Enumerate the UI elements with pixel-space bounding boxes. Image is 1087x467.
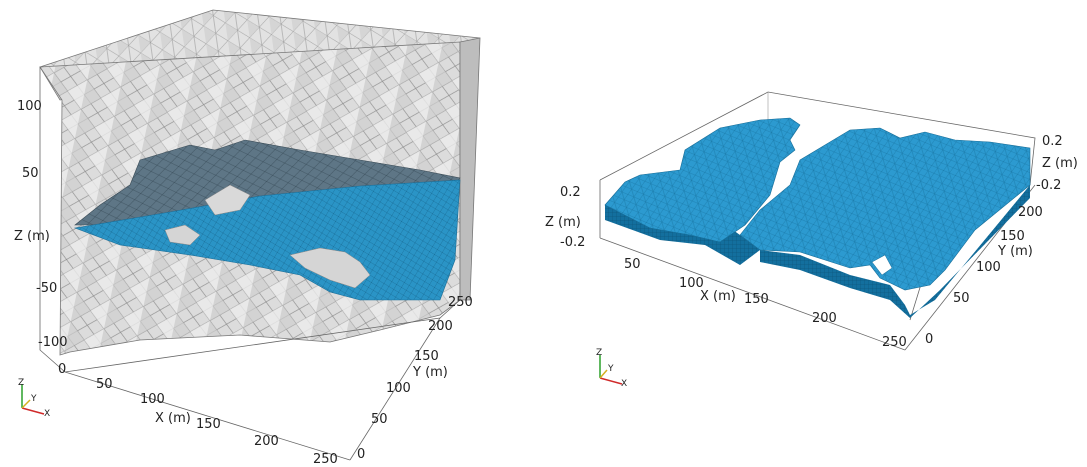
right-y-label: Y (m) [997, 244, 1033, 259]
right-zl-tick-0.2: 0.2 [560, 185, 581, 200]
right-x-tick-100: 100 [679, 276, 704, 291]
left-z-label: Z (m) [14, 229, 50, 244]
right-zr-tick-neg0.2: -0.2 [1036, 178, 1061, 193]
triad-y-label: Y [30, 394, 37, 404]
left-x-axis: 0 50 100 X (m) 150 200 250 [58, 362, 338, 467]
left-mesh-view [39, 9, 481, 461]
triad-x-label: X [44, 409, 50, 419]
left-y-tick-200: 200 [428, 319, 453, 334]
mesh-hole-3 [204, 184, 251, 216]
right-y-tick-200: 200 [1018, 205, 1043, 220]
triad-x-axis [21, 407, 45, 415]
left-y-axis: 0 50 100 Y (m) 150 200 250 [357, 295, 473, 462]
left-y-tick-100: 100 [386, 381, 411, 396]
mesh-holes [289, 247, 371, 289]
left-z-tick-50: 50 [22, 166, 39, 181]
left-y-tick-0: 0 [357, 447, 365, 462]
right-x-tick-150: 150 [744, 292, 769, 307]
triad-y-axis [21, 399, 31, 409]
mesh-hole-2 [164, 224, 201, 246]
right-x-tick-200: 200 [812, 311, 837, 326]
mesh-right-face [459, 37, 481, 301]
right-x-label: X (m) [700, 289, 736, 304]
left-y-tick-150: 150 [414, 349, 439, 364]
left-x-tick-150: 150 [196, 417, 221, 432]
left-x-label: X (m) [155, 411, 191, 426]
left-x-tick-50: 50 [96, 377, 113, 392]
left-x-tick-0: 0 [58, 362, 66, 377]
right-zl-tick-neg0.2: -0.2 [560, 235, 585, 250]
left-z-tick-100: 100 [17, 99, 42, 114]
triad-z-label: Z [18, 378, 24, 388]
left-z-axis: 100 50 Z (m) -50 -100 [14, 99, 68, 350]
right-orientation-triad: Z Y X [596, 348, 627, 389]
right-x-axis: 50 100 X (m) 150 200 250 [624, 257, 907, 350]
right-zr-label: Z (m) [1042, 156, 1078, 171]
left-y-tick-50: 50 [371, 412, 388, 427]
left-z-tick-neg100: -100 [38, 335, 68, 350]
triad-z-label: Z [596, 348, 602, 358]
left-y-tick-250: 250 [448, 295, 473, 310]
triad-y-label: Y [607, 364, 614, 374]
left-orientation-triad: Z Y X [18, 378, 50, 419]
right-y-tick-150: 150 [1000, 229, 1025, 244]
left-y-label: Y (m) [412, 365, 448, 380]
right-y-tick-50: 50 [953, 291, 970, 306]
right-x-tick-50: 50 [624, 257, 641, 272]
right-y-tick-0: 0 [925, 332, 933, 347]
right-z-axis-right: 0.2 Z (m) -0.2 [1036, 134, 1078, 193]
triad-y-axis [599, 369, 608, 379]
fracture-block-right-side [760, 185, 1030, 318]
right-x-tick-250: 250 [882, 335, 907, 350]
right-z-axis-left: 0.2 Z (m) -0.2 [545, 185, 585, 250]
right-zr-tick-0.2: 0.2 [1042, 134, 1063, 149]
fracture-block-right-top [739, 127, 1031, 291]
left-x-tick-100: 100 [140, 392, 165, 407]
right-y-axis: 0 50 100 Y (m) 150 200 [925, 205, 1043, 347]
right-fracture-view [599, 91, 1036, 351]
right-zl-label: Z (m) [545, 215, 581, 230]
fracture-notch [871, 254, 893, 276]
fracture-block-left-top [604, 117, 801, 243]
left-x-tick-200: 200 [254, 434, 279, 449]
left-z-tick-neg50: -50 [36, 281, 57, 296]
left-x-tick-250: 250 [313, 452, 338, 467]
triad-x-axis [599, 377, 623, 385]
right-y-tick-100: 100 [976, 260, 1001, 275]
triad-x-label: X [621, 379, 627, 389]
